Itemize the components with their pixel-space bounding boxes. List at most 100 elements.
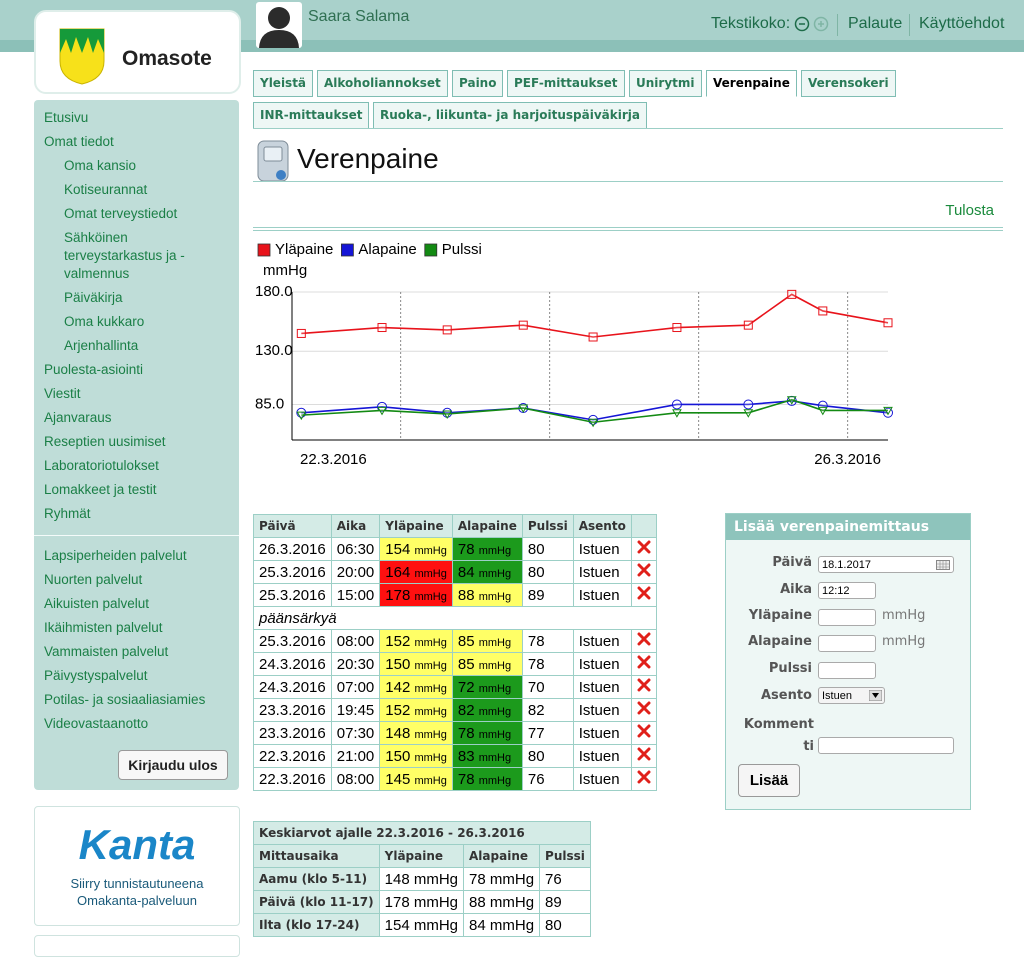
tab[interactable]: INR-mittaukset	[253, 102, 370, 129]
dia-input[interactable]	[818, 635, 876, 652]
dia-cell: 85 mmHg	[451, 652, 523, 676]
series-line	[301, 293, 889, 338]
submit-button[interactable]: Lisää	[738, 764, 800, 797]
table-row: 24.3.2016 20:30 150 mmHg 85 mmHg 78 Istuen	[253, 652, 657, 676]
table-row: 25.3.2016 15:00 178 mmHg 88 mmHg 89 Istuen	[253, 583, 657, 607]
column-header: Mittausaika	[253, 844, 380, 868]
dia-cell: 85 mmHg	[451, 629, 523, 653]
nav-link[interactable]: Omat tiedot	[44, 134, 114, 149]
nav-link[interactable]: Omat terveystiedot	[64, 206, 178, 221]
delete-button[interactable]	[637, 724, 651, 738]
sys-input[interactable]	[818, 609, 876, 626]
sys-value: 150	[385, 747, 411, 765]
tab[interactable]: Verenpaine	[706, 70, 797, 97]
point	[818, 306, 828, 316]
nav-link[interactable]: Lomakkeet ja testit	[44, 482, 157, 497]
print-link[interactable]: Tulosta	[945, 202, 994, 219]
kanta-box[interactable]: Kanta Siirry tunnistautuneena Omakanta-p…	[34, 806, 240, 926]
column-header: Alapaine	[463, 844, 541, 868]
sidebar: Etusivu Omat tiedot Oma kansio Kotiseuranna…	[34, 100, 239, 790]
nav-link[interactable]: Arjenhallinta	[64, 338, 139, 353]
date-input[interactable]: 18.1.2017	[818, 556, 954, 573]
nav-link[interactable]: Kotiseurannat	[64, 182, 148, 197]
nav-link[interactable]: Videovastaanotto	[44, 716, 149, 731]
delete-button[interactable]	[637, 540, 651, 554]
nav-link[interactable]: Aikuisten palvelut	[44, 596, 150, 611]
column-header: Asento	[572, 514, 632, 538]
column-header: Pulssi	[539, 844, 591, 868]
nav-link[interactable]: Ryhmät	[44, 506, 91, 521]
average-value: 80	[539, 913, 591, 937]
chart: Yläpaine Alapaine Pulssi mmHg 180.0 130.0 85.0…	[255, 241, 893, 468]
point	[743, 399, 754, 410]
feedback-link[interactable]: Palaute	[848, 15, 903, 32]
nav-link[interactable]: Nuorten palvelut	[44, 572, 143, 587]
dia-value: 78	[457, 724, 475, 742]
time: 21:00	[330, 744, 381, 768]
logout-button[interactable]: Kirjaudu ulos	[118, 750, 228, 780]
nav-link[interactable]: Viestit	[44, 386, 81, 401]
series-line	[301, 398, 888, 424]
nav-link[interactable]: Laboratoriotulokset	[44, 458, 159, 473]
y-tick-label: 85.0	[255, 395, 284, 412]
table-row: 25.3.2016 08:00 152 mmHg 85 mmHg 78 Istuen	[253, 629, 657, 653]
delete-button[interactable]	[637, 747, 651, 761]
calendar-icon[interactable]	[936, 560, 950, 570]
table-row: 26.3.2016 06:30 154 mmHg 78 mmHg 80 Istuen	[253, 537, 657, 561]
tab[interactable]: PEF-mittaukset	[507, 70, 625, 97]
pulse: 76	[521, 767, 574, 791]
comment-input[interactable]	[818, 737, 954, 754]
dia-value: 85	[457, 655, 475, 673]
tab[interactable]: Ruoka-, liikunta- ja harjoituspäiväkirja	[373, 102, 648, 129]
form-unit: mmHg	[882, 634, 926, 649]
header-row: Päivä Aika Yläpaine Alapaine Pulssi Asento	[253, 514, 657, 538]
nav-link[interactable]: Vammaisten palvelut	[44, 644, 169, 659]
nav-link[interactable]: Ikäihmisten palvelut	[44, 620, 163, 635]
logo-box[interactable]: Omasote	[34, 10, 241, 94]
delete-button[interactable]	[637, 701, 651, 715]
nav-link[interactable]: Etusivu	[44, 110, 89, 125]
point	[743, 409, 754, 418]
average-value: 89	[539, 890, 591, 914]
unit: mmHg	[478, 774, 512, 787]
delete-button[interactable]	[637, 678, 651, 692]
sys-cell: 154 mmHg	[379, 537, 453, 561]
unit: mmHg	[414, 590, 447, 603]
dia-cell: 72 mmHg	[451, 675, 523, 699]
tab[interactable]: Alkoholiannokset	[317, 70, 448, 97]
tab[interactable]: Paino	[452, 70, 504, 97]
tab[interactable]: Yleistä	[253, 70, 314, 97]
unit: mmHg	[478, 590, 512, 603]
terms-link[interactable]: Käyttöehdot	[919, 15, 1005, 32]
nav-link[interactable]: Oma kukkaro	[64, 314, 145, 329]
nav-link[interactable]: Ajanvaraus	[44, 410, 112, 425]
dia-cell: 84 mmHg	[451, 560, 523, 584]
nav-link[interactable]: Sähköinen terveystarkastus ja -valmennus	[64, 230, 185, 281]
delete-button[interactable]	[637, 632, 651, 646]
nav-link[interactable]: Lapsiperheiden palvelut	[44, 548, 187, 563]
sys-value: 152	[385, 701, 411, 719]
nav-link[interactable]: Oma kansio	[64, 158, 137, 173]
nav-link[interactable]: Reseptien uusimiset	[44, 434, 166, 449]
delete-button[interactable]	[637, 770, 651, 784]
date: 26.3.2016	[253, 537, 332, 561]
table-row: 23.3.2016 19:45 152 mmHg 82 mmHg 82 Istuen	[253, 698, 657, 722]
sys-cell: 150 mmHg	[379, 744, 453, 768]
delete-button[interactable]	[637, 586, 651, 600]
position-select[interactable]: Istuen	[818, 687, 885, 704]
delete-button[interactable]	[637, 563, 651, 577]
time-input[interactable]: 12:12	[818, 582, 876, 599]
page-title: Verenpaine	[297, 143, 439, 174]
pulse-input[interactable]	[818, 662, 876, 679]
delete-button[interactable]	[637, 655, 651, 669]
nav-link[interactable]: Päiväkirja	[64, 290, 123, 305]
legend-swatch	[257, 243, 271, 257]
nav-link[interactable]: Puolesta-asiointi	[44, 362, 144, 377]
form-label: Asento	[760, 688, 812, 703]
nav-link[interactable]: Potilas- ja sosiaaliasiamies	[44, 692, 206, 707]
sys-cell: 142 mmHg	[379, 675, 453, 699]
tab[interactable]: Unirytmi	[629, 70, 702, 97]
tab[interactable]: Verensokeri	[801, 70, 896, 97]
text-size-buttons[interactable]	[794, 16, 830, 32]
nav-link[interactable]: Päivystyspalvelut	[44, 668, 148, 683]
